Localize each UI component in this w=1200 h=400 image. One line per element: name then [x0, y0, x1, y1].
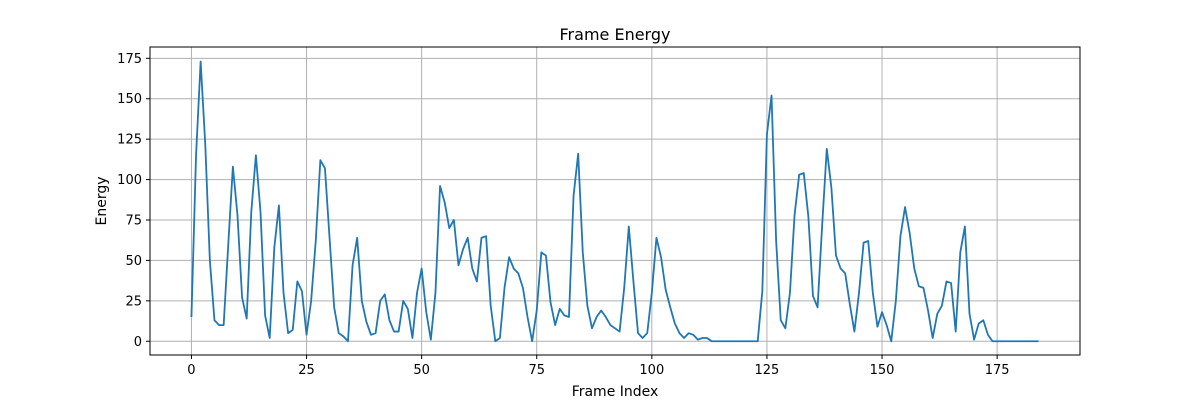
x-tick-label: 150 [870, 363, 895, 378]
x-tick-label: 175 [985, 363, 1010, 378]
y-tick-label: 25 [125, 294, 142, 309]
y-tick-label: 150 [117, 92, 142, 107]
y-tick-label: 75 [125, 213, 142, 228]
series-layer [190, 60, 1039, 343]
x-axis-ticks: 0 25 50 75 100 125 150 175 [187, 355, 1010, 378]
plot-frame [149, 46, 1081, 356]
y-axis-ticks: 0 25 50 75 100 125 150 175 [117, 52, 150, 350]
y-tick-label: 125 [117, 133, 142, 148]
y-tick-label: 100 [117, 173, 142, 188]
y-axis-label: Energy [94, 176, 110, 225]
chart-title: Frame Energy [560, 25, 671, 44]
series-line [190, 60, 1039, 343]
y-tick-label: 0 [134, 335, 142, 350]
x-tick-label: 0 [187, 363, 195, 378]
y-tick-label: 50 [125, 254, 142, 269]
y-tick-label: 175 [117, 52, 142, 67]
x-tick-label: 25 [298, 363, 315, 378]
x-axis-label: Frame Index [572, 384, 659, 400]
x-tick-label: 100 [639, 363, 664, 378]
x-tick-label: 50 [413, 363, 430, 378]
x-tick-label: 125 [755, 363, 780, 378]
grid [150, 47, 1080, 355]
x-tick-label: 75 [528, 363, 545, 378]
